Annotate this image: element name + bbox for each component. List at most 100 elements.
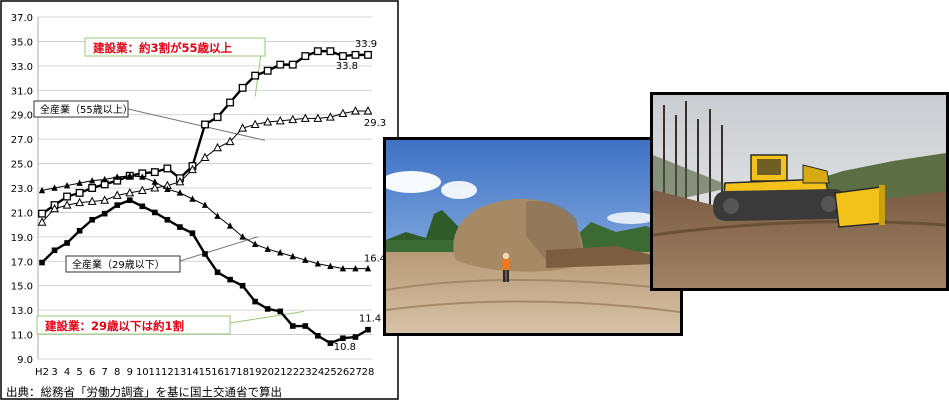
photo-boulder-site	[383, 137, 683, 336]
y-tick-label: 9.0	[17, 355, 33, 366]
data-point	[38, 186, 46, 194]
boulder-shadow	[526, 200, 582, 260]
series-a55	[37, 106, 373, 226]
data-point	[252, 298, 258, 305]
data-point	[226, 222, 234, 229]
y-tick-label: 15.0	[11, 282, 33, 293]
x-tick-label: 25	[324, 367, 337, 378]
data-point	[251, 71, 260, 80]
x-tick-label: 24	[311, 367, 324, 378]
data-point	[302, 256, 309, 263]
y-tick-label: 17.0	[11, 257, 33, 268]
x-tick-label: 22	[286, 367, 299, 378]
data-point	[302, 323, 309, 329]
data-point	[63, 192, 72, 201]
data-point	[276, 60, 285, 69]
series-c29	[39, 197, 371, 346]
data-point	[326, 47, 335, 56]
data-point	[62, 200, 72, 209]
track-marks	[386, 300, 680, 313]
data-point	[151, 178, 159, 185]
annotation-a55: 全産業（55歳以上）	[40, 103, 133, 116]
data-point	[251, 240, 259, 247]
aging-workforce-chart: 9.0 11.0 13.0 15.0 17.0 19.0 21.0 23.0 25.0 27.0 2…	[0, 0, 400, 400]
data-point	[75, 197, 85, 207]
data-point	[301, 52, 310, 61]
data-point	[51, 184, 58, 191]
x-tick-label: 28	[362, 367, 375, 378]
data-point	[137, 185, 147, 194]
tree-canopy	[653, 155, 733, 205]
data-point	[365, 326, 371, 333]
terrain-ridge	[653, 220, 946, 237]
cloud	[607, 212, 655, 224]
y-tick-label: 25.0	[11, 160, 33, 171]
data-point	[239, 233, 246, 240]
x-tick-label: 6	[89, 367, 95, 378]
y-tick-label: 13.0	[11, 306, 33, 317]
data-point	[351, 50, 360, 59]
data-point	[263, 117, 273, 126]
data-point	[201, 120, 209, 129]
data-point	[63, 181, 71, 189]
data-point	[239, 282, 246, 289]
data-point	[300, 113, 310, 122]
y-tick-label: 27.0	[11, 135, 33, 146]
x-tick-label: 18	[236, 367, 249, 378]
data-point	[201, 201, 209, 208]
data-point	[126, 172, 133, 179]
data-point	[37, 217, 47, 226]
x-tick-label: 19	[249, 367, 262, 378]
data-point	[112, 190, 122, 199]
data-point	[150, 183, 160, 192]
end-value-label: 33.8	[336, 61, 358, 72]
x-tick-label: 11	[148, 367, 161, 378]
data-point	[164, 216, 171, 223]
data-point	[338, 108, 348, 117]
leader-line-c29	[229, 310, 305, 324]
data-point	[363, 106, 373, 115]
data-point	[288, 114, 298, 124]
data-point	[76, 227, 83, 234]
series-a29	[38, 172, 372, 272]
data-point	[226, 98, 235, 107]
data-point	[264, 306, 271, 312]
data-point	[213, 113, 222, 122]
data-point	[126, 197, 133, 204]
data-point	[200, 152, 210, 161]
data-point	[325, 112, 335, 121]
data-point	[314, 260, 322, 267]
end-value-label: 29.3	[364, 118, 386, 129]
bulldozer	[713, 154, 886, 228]
x-tick-label: 21	[274, 367, 287, 378]
data-point	[263, 66, 272, 75]
annotation-a29: 全産業（29歳以下）	[72, 258, 165, 271]
data-point	[114, 173, 121, 180]
data-point	[238, 123, 248, 132]
end-value-label: 11.4	[359, 314, 381, 325]
data-point	[75, 188, 84, 197]
y-tick-label: 33.0	[11, 62, 33, 73]
data-point	[313, 47, 322, 56]
y-tick-label: 19.0	[11, 233, 33, 244]
data-point	[214, 269, 221, 276]
x-tick-label: 4	[64, 367, 70, 378]
end-value-label: 33.9	[355, 39, 377, 50]
data-point	[339, 265, 347, 272]
bare-trees	[663, 101, 723, 205]
y-tick-label: 11.0	[11, 331, 33, 342]
source-note: 出典：総務省「労働力調査」を基に国土交通省で算出	[6, 385, 282, 399]
data-point	[51, 247, 58, 254]
y-tick-label: 35.0	[11, 37, 33, 48]
x-tick-label: 17	[224, 367, 237, 378]
data-point	[202, 251, 208, 257]
data-point	[225, 136, 235, 146]
x-tick-label: 8	[114, 367, 120, 378]
data-point	[175, 177, 185, 186]
data-point	[88, 184, 97, 192]
cloud	[386, 171, 441, 193]
annotation-c29: 建設業：29歳以下は約1割	[45, 319, 184, 333]
y-tick-label: 37.0	[11, 13, 33, 24]
data-point	[313, 113, 323, 122]
data-point	[188, 164, 197, 174]
